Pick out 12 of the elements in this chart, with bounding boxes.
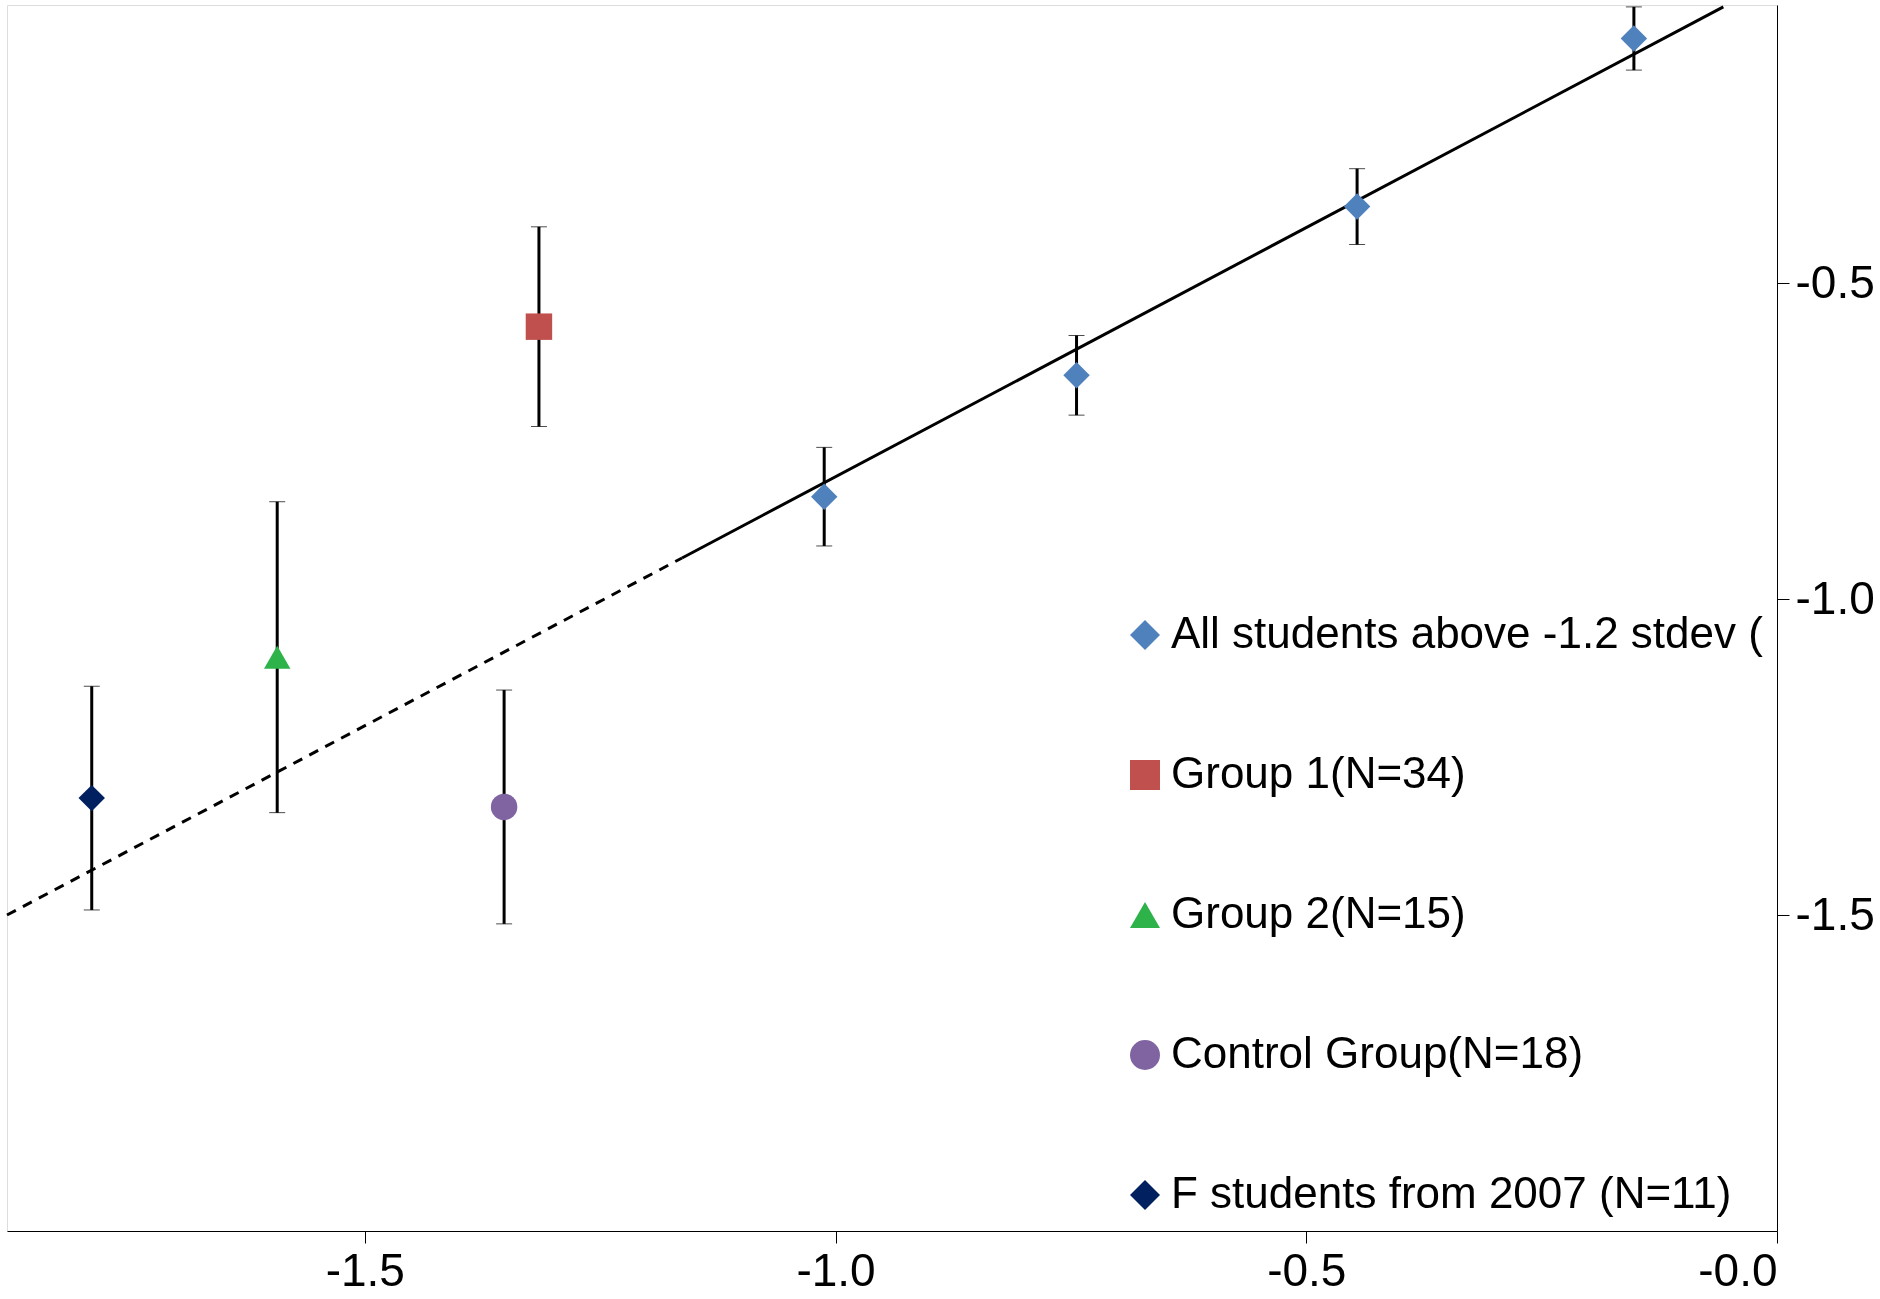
legend-label: F students from 2007 (N=11) xyxy=(1171,1168,1732,1217)
y-tick-label: -0.5 xyxy=(1795,255,1875,308)
legend-label: Group 1(N=34) xyxy=(1171,748,1466,797)
y-tick-label: -1.5 xyxy=(1795,887,1875,940)
legend-label: Group 2(N=15) xyxy=(1171,888,1466,937)
legend-label: All students above -1.2 stdev ( xyxy=(1171,608,1764,657)
x-tick-label: -0.5 xyxy=(1267,1243,1347,1296)
x-tick-label: -1.0 xyxy=(796,1243,876,1296)
legend-label: Control Group(N=18) xyxy=(1171,1028,1584,1077)
x-tick-label: -1.5 xyxy=(325,1243,405,1296)
x-tick-label: -0.0 xyxy=(1698,1243,1778,1296)
y-tick-label: -1.0 xyxy=(1795,571,1875,624)
